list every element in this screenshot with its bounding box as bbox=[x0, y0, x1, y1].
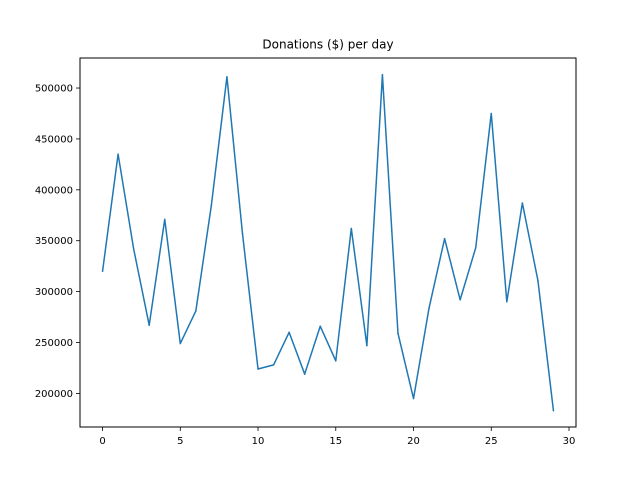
chart-title: Donations ($) per day bbox=[262, 38, 393, 52]
data-point bbox=[163, 218, 166, 221]
data-point bbox=[241, 232, 244, 235]
data-point bbox=[288, 331, 290, 334]
data-point bbox=[319, 325, 321, 327]
data-point bbox=[335, 360, 337, 362]
data-point bbox=[443, 237, 446, 240]
data-point bbox=[397, 332, 399, 335]
data-point bbox=[148, 324, 150, 326]
plot-frame bbox=[79, 57, 577, 428]
data-point bbox=[381, 74, 384, 76]
y-tick-label: 500000 bbox=[35, 84, 73, 95]
data-point bbox=[537, 279, 539, 282]
data-point bbox=[521, 202, 524, 204]
data-point bbox=[459, 299, 461, 301]
data-point bbox=[117, 153, 119, 155]
data-point bbox=[195, 310, 197, 312]
data-point bbox=[412, 397, 415, 400]
x-tick-label: 20 bbox=[407, 436, 420, 447]
series-line bbox=[101, 74, 555, 411]
data-point bbox=[506, 301, 508, 303]
y-tick-label: 200000 bbox=[35, 389, 73, 400]
data-point bbox=[474, 247, 477, 249]
y-axis-ticks: 200000 250000 300000 350000 400000 450000 5000… bbox=[35, 84, 80, 400]
data-point bbox=[552, 409, 555, 412]
data-point bbox=[272, 364, 275, 366]
data-point bbox=[257, 368, 259, 370]
data-point bbox=[210, 204, 213, 206]
y-tick-label: 400000 bbox=[35, 185, 73, 196]
y-tick-label: 250000 bbox=[35, 338, 73, 349]
x-tick-label: 5 bbox=[177, 436, 183, 447]
y-tick-label: 350000 bbox=[35, 236, 73, 247]
data-point bbox=[428, 307, 430, 309]
data-point bbox=[490, 112, 493, 115]
data-point bbox=[179, 342, 182, 345]
x-tick-label: 10 bbox=[252, 436, 265, 447]
x-tick-label: 30 bbox=[563, 436, 576, 447]
x-tick-label: 15 bbox=[329, 436, 342, 447]
data-point bbox=[366, 344, 368, 347]
data-points bbox=[101, 74, 555, 412]
y-tick-label: 300000 bbox=[35, 287, 73, 298]
data-point bbox=[303, 373, 306, 375]
x-tick-label: 0 bbox=[99, 436, 105, 447]
data-point bbox=[132, 248, 135, 250]
y-tick-label: 450000 bbox=[35, 134, 73, 145]
data-point bbox=[350, 227, 353, 230]
data-point bbox=[226, 76, 228, 78]
x-axis-ticks: 0 5 10 15 20 25 30 bbox=[99, 427, 575, 447]
series-layer bbox=[101, 74, 555, 411]
x-tick-label: 25 bbox=[485, 436, 498, 447]
data-point bbox=[101, 270, 104, 273]
